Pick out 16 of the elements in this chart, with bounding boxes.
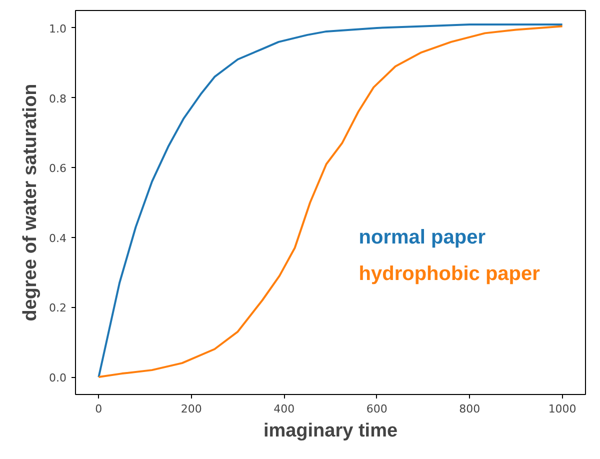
text: normal paper	[358, 226, 486, 249]
y-tick-label: 1.0	[49, 22, 67, 36]
y-tick-label: 0.4	[49, 232, 67, 245]
y-tick-label: 0.0	[49, 372, 67, 385]
x-tick-label: 1000	[548, 402, 576, 416]
y-tick-label: 0.2	[49, 302, 67, 315]
x-tick-label: 0	[95, 402, 102, 416]
y-tick-label: 0.8	[49, 92, 67, 106]
y-axis-title: degree of water saturation	[20, 84, 42, 322]
y-tick-label: 0.6	[49, 162, 67, 176]
text: hydrophobic paper	[358, 263, 540, 286]
x-tick-label: 800	[459, 402, 480, 416]
x-axis-title: imaginary time	[263, 420, 398, 442]
x-tick-label: 200	[180, 402, 202, 416]
x-tick-label: 400	[274, 402, 295, 416]
x-tick-label: 600	[366, 402, 388, 416]
